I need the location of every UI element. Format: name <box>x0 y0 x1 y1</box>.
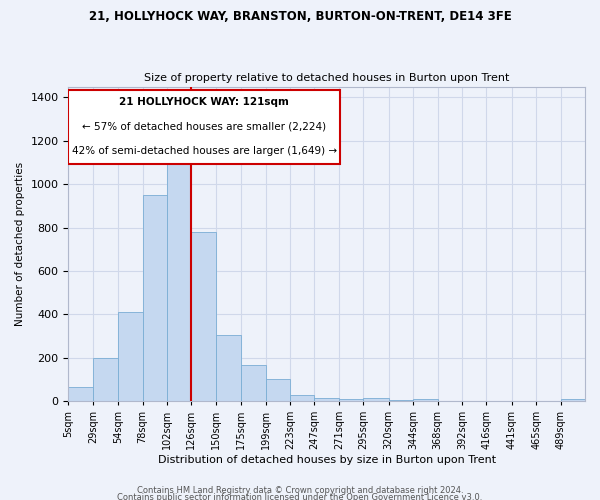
Text: Contains HM Land Registry data © Crown copyright and database right 2024.: Contains HM Land Registry data © Crown c… <box>137 486 463 495</box>
Bar <box>241 366 266 401</box>
Bar <box>339 399 364 401</box>
Text: 42% of semi-detached houses are larger (1,649) →: 42% of semi-detached houses are larger (… <box>71 146 337 156</box>
Bar <box>191 232 216 401</box>
Text: 21, HOLLYHOCK WAY, BRANSTON, BURTON-ON-TRENT, DE14 3FE: 21, HOLLYHOCK WAY, BRANSTON, BURTON-ON-T… <box>89 10 511 23</box>
Bar <box>560 400 585 401</box>
Bar <box>68 387 93 401</box>
Bar <box>167 162 191 401</box>
Bar <box>413 400 437 401</box>
Bar <box>389 400 413 401</box>
Title: Size of property relative to detached houses in Burton upon Trent: Size of property relative to detached ho… <box>144 73 509 83</box>
FancyBboxPatch shape <box>68 90 340 164</box>
Text: ← 57% of detached houses are smaller (2,224): ← 57% of detached houses are smaller (2,… <box>82 122 326 132</box>
Text: 21 HOLLYHOCK WAY: 121sqm: 21 HOLLYHOCK WAY: 121sqm <box>119 97 289 107</box>
Bar <box>290 394 314 401</box>
Y-axis label: Number of detached properties: Number of detached properties <box>15 162 25 326</box>
Bar <box>364 398 389 401</box>
Bar <box>266 380 290 401</box>
Text: Contains public sector information licensed under the Open Government Licence v3: Contains public sector information licen… <box>118 494 482 500</box>
Bar <box>314 398 339 401</box>
Bar <box>216 335 241 401</box>
Bar <box>93 358 118 401</box>
Bar <box>118 312 143 401</box>
Bar <box>143 195 167 401</box>
X-axis label: Distribution of detached houses by size in Burton upon Trent: Distribution of detached houses by size … <box>158 455 496 465</box>
